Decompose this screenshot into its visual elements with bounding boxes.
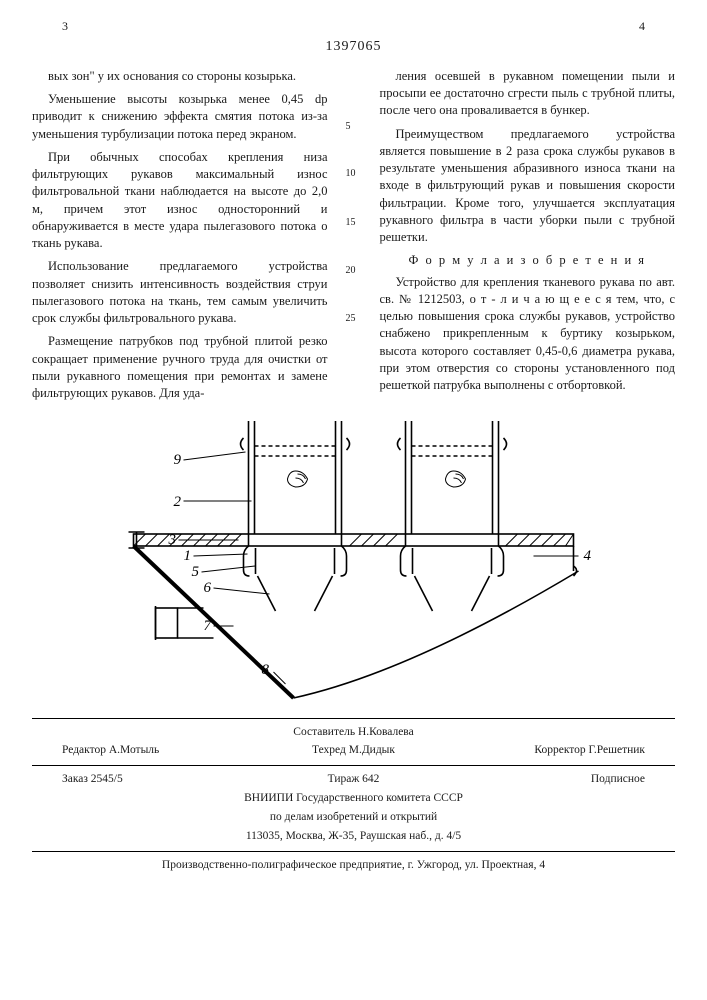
text-columns: вых зон" у их основания со стороны козыр… xyxy=(32,68,675,409)
line-marker: 25 xyxy=(346,312,356,326)
footer-block: Составитель Н.Ковалева Редактор А.Мотыль… xyxy=(32,725,675,874)
para: Уменьшение высоты козырька менее 0,45 dр… xyxy=(32,91,328,143)
line-number-gutter: 5 10 15 20 25 xyxy=(346,68,362,409)
para: вых зон" у их основания со стороны козыр… xyxy=(32,68,328,85)
print-house: Производственно-полиграфическое предприя… xyxy=(32,858,675,874)
svg-text:1: 1 xyxy=(184,548,192,564)
para: Преимуществом предлагаемого устройства я… xyxy=(380,126,676,247)
divider xyxy=(32,765,675,766)
subscript: Подписное xyxy=(477,772,645,788)
org-line2: по делам изобретений и открытий xyxy=(32,810,675,826)
svg-text:8: 8 xyxy=(262,662,270,678)
svg-text:3: 3 xyxy=(168,532,177,548)
page-numbers: 3 4 xyxy=(32,18,675,35)
tirage: Тираж 642 xyxy=(270,772,438,788)
column-left: вых зон" у их основания со стороны козыр… xyxy=(32,68,328,409)
line-marker: 5 xyxy=(346,120,351,134)
line-marker: 20 xyxy=(346,264,356,278)
line-marker: 15 xyxy=(346,216,356,230)
para: При обычных способах крепления низа филь… xyxy=(32,149,328,253)
svg-text:9: 9 xyxy=(174,452,182,468)
svg-text:4: 4 xyxy=(584,548,592,564)
compiler-line: Составитель Н.Ковалева xyxy=(32,725,675,741)
para: Использование предлагаемого устройства п… xyxy=(32,258,328,327)
page-right: 4 xyxy=(639,18,645,35)
svg-text:5: 5 xyxy=(192,564,200,580)
patent-figure: 9 2 3 1 5 6 7 8 4 xyxy=(32,416,675,706)
formula-heading: Ф о р м у л а и з о б р е т е н и я xyxy=(380,252,676,269)
para: Устройство для крепления тканевого рукав… xyxy=(380,274,676,395)
svg-text:6: 6 xyxy=(204,580,212,596)
editor: Редактор А.Мотыль xyxy=(62,743,230,759)
para: Размещение патрубков под трубной плитой … xyxy=(32,333,328,402)
org-line1: ВНИИПИ Государственного комитета СССР xyxy=(32,791,675,807)
para: ления осевшей в рукавном помещении пыли … xyxy=(380,68,676,120)
document-number: 1397065 xyxy=(32,37,675,56)
line-marker: 10 xyxy=(346,167,356,181)
column-right: ления осевшей в рукавном помещении пыли … xyxy=(380,68,676,409)
page-left: 3 xyxy=(62,18,68,35)
divider xyxy=(32,851,675,852)
svg-text:2: 2 xyxy=(174,494,182,510)
order-num: Заказ 2545/5 xyxy=(62,772,230,788)
corrector: Корректор Г.Решетник xyxy=(477,743,645,759)
address: 113035, Москва, Ж-35, Раушская наб., д. … xyxy=(32,829,675,845)
techred: Техред М.Дидык xyxy=(270,743,438,759)
divider xyxy=(32,718,675,719)
